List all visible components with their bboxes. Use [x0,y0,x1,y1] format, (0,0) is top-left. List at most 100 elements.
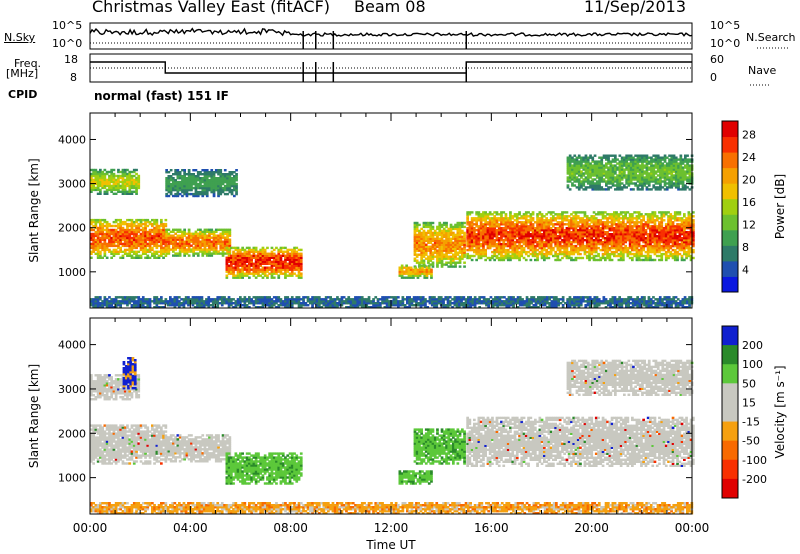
heatmap-cell [96,172,100,176]
heatmap-cell [160,248,163,252]
heatmap-cell [141,226,145,230]
freq-tick-right-low: 0 [710,71,717,84]
heatmap-cell [94,240,98,244]
heatmap-cell [139,218,143,222]
heatmap-cell [112,230,116,234]
heatmap-cell [110,244,113,248]
heatmap-cell [420,227,423,231]
heatmap-cell [103,240,107,244]
heatmap-cell [112,244,116,248]
heatmap-cell [223,169,227,172]
heatmap-cell [92,248,95,252]
heatmap-cell [617,252,621,256]
heatmap-cell [130,222,134,226]
heatmap-cell [99,230,102,234]
heatmap-cell [121,244,125,248]
heatmap-cell [144,252,147,255]
heatmap-cell [230,188,234,192]
heatmap-cell [94,180,98,184]
heatmap-cell [132,174,136,178]
heatmap-cell [473,223,476,226]
heatmap-cell [99,188,102,192]
heatmap-cell [643,176,646,179]
heatmap-cell [130,224,134,228]
heatmap-cell [515,239,519,242]
heatmap-cell [141,234,145,238]
heatmap-cell [208,228,211,231]
heatmap-cell [155,234,159,238]
heatmap-cell [96,170,100,174]
heatmap-cell [92,174,95,178]
heatmap-cell [119,228,122,232]
heatmap-cell [101,230,104,234]
heatmap-cell [121,226,125,230]
heatmap-cell [509,211,512,214]
heatmap-cell [137,242,141,246]
heatmap-cell [157,244,161,248]
heatmap-cell [463,261,466,264]
heatmap-cell [552,223,555,226]
heatmap-cell [590,215,594,218]
heatmap-cell [117,252,120,255]
heatmap-cell [153,236,156,240]
heatmap-cell [153,254,156,257]
heatmap-cell [160,238,163,242]
heatmap-cell [90,186,93,190]
heatmap-cell [103,236,107,240]
heatmap-cell [160,230,163,234]
heatmap-cell [164,222,168,226]
heatmap-cell [144,246,147,250]
heatmap-cell [128,254,132,257]
heatmap-cell [94,230,98,234]
heatmap-cell [123,232,127,236]
heatmap-cell [146,254,150,257]
heatmap-cell [126,234,129,238]
heatmap-cell [132,190,136,193]
heatmap-cell [126,242,129,246]
heatmap-cell [422,221,426,225]
heatmap-cell [126,240,129,244]
heatmap-cell [123,250,127,253]
heatmap-cell [130,220,134,224]
heatmap-cell [148,244,152,248]
heatmap-cell [126,176,129,180]
heatmap-cell [103,182,107,186]
heatmap-cell [99,246,102,250]
heatmap-cell [130,176,134,180]
heatmap-cell [103,242,107,246]
heatmap-cell [275,246,278,250]
heatmap-cell [618,154,622,157]
heatmap-cell [137,244,141,248]
heatmap-cell [252,262,256,265]
heatmap-cell [579,211,582,214]
heatmap-cell [162,242,165,246]
heatmap-cell [90,244,93,248]
heatmap-cell [660,252,664,256]
heatmap-cell [162,232,165,236]
heatmap-cell [591,156,595,159]
heatmap-cell [105,222,109,226]
heatmap-cell [112,184,116,188]
heatmap-cell [157,230,161,234]
heatmap-cell [178,171,182,174]
heatmap-cell [673,211,677,214]
heatmap-cell [504,248,508,252]
heatmap-cell [108,174,111,178]
heatmap-cell [144,256,147,259]
heatmap-cell [90,246,93,250]
heatmap-cell [536,240,539,244]
heatmap-cell [105,226,109,230]
heatmap-cell [135,188,138,192]
heatmap-cell [105,244,109,248]
heatmap-cell [622,246,625,250]
heatmap-cell [284,246,287,250]
heatmap-cell [119,250,122,253]
heatmap-cell [228,228,232,231]
heatmap-cell [153,234,156,238]
heatmap-cell [141,232,145,236]
heatmap-cell [279,246,283,250]
heatmap-cell [126,218,129,222]
heatmap-cell [132,184,136,188]
heatmap-cell [662,219,666,222]
heatmap-cell [137,180,141,184]
